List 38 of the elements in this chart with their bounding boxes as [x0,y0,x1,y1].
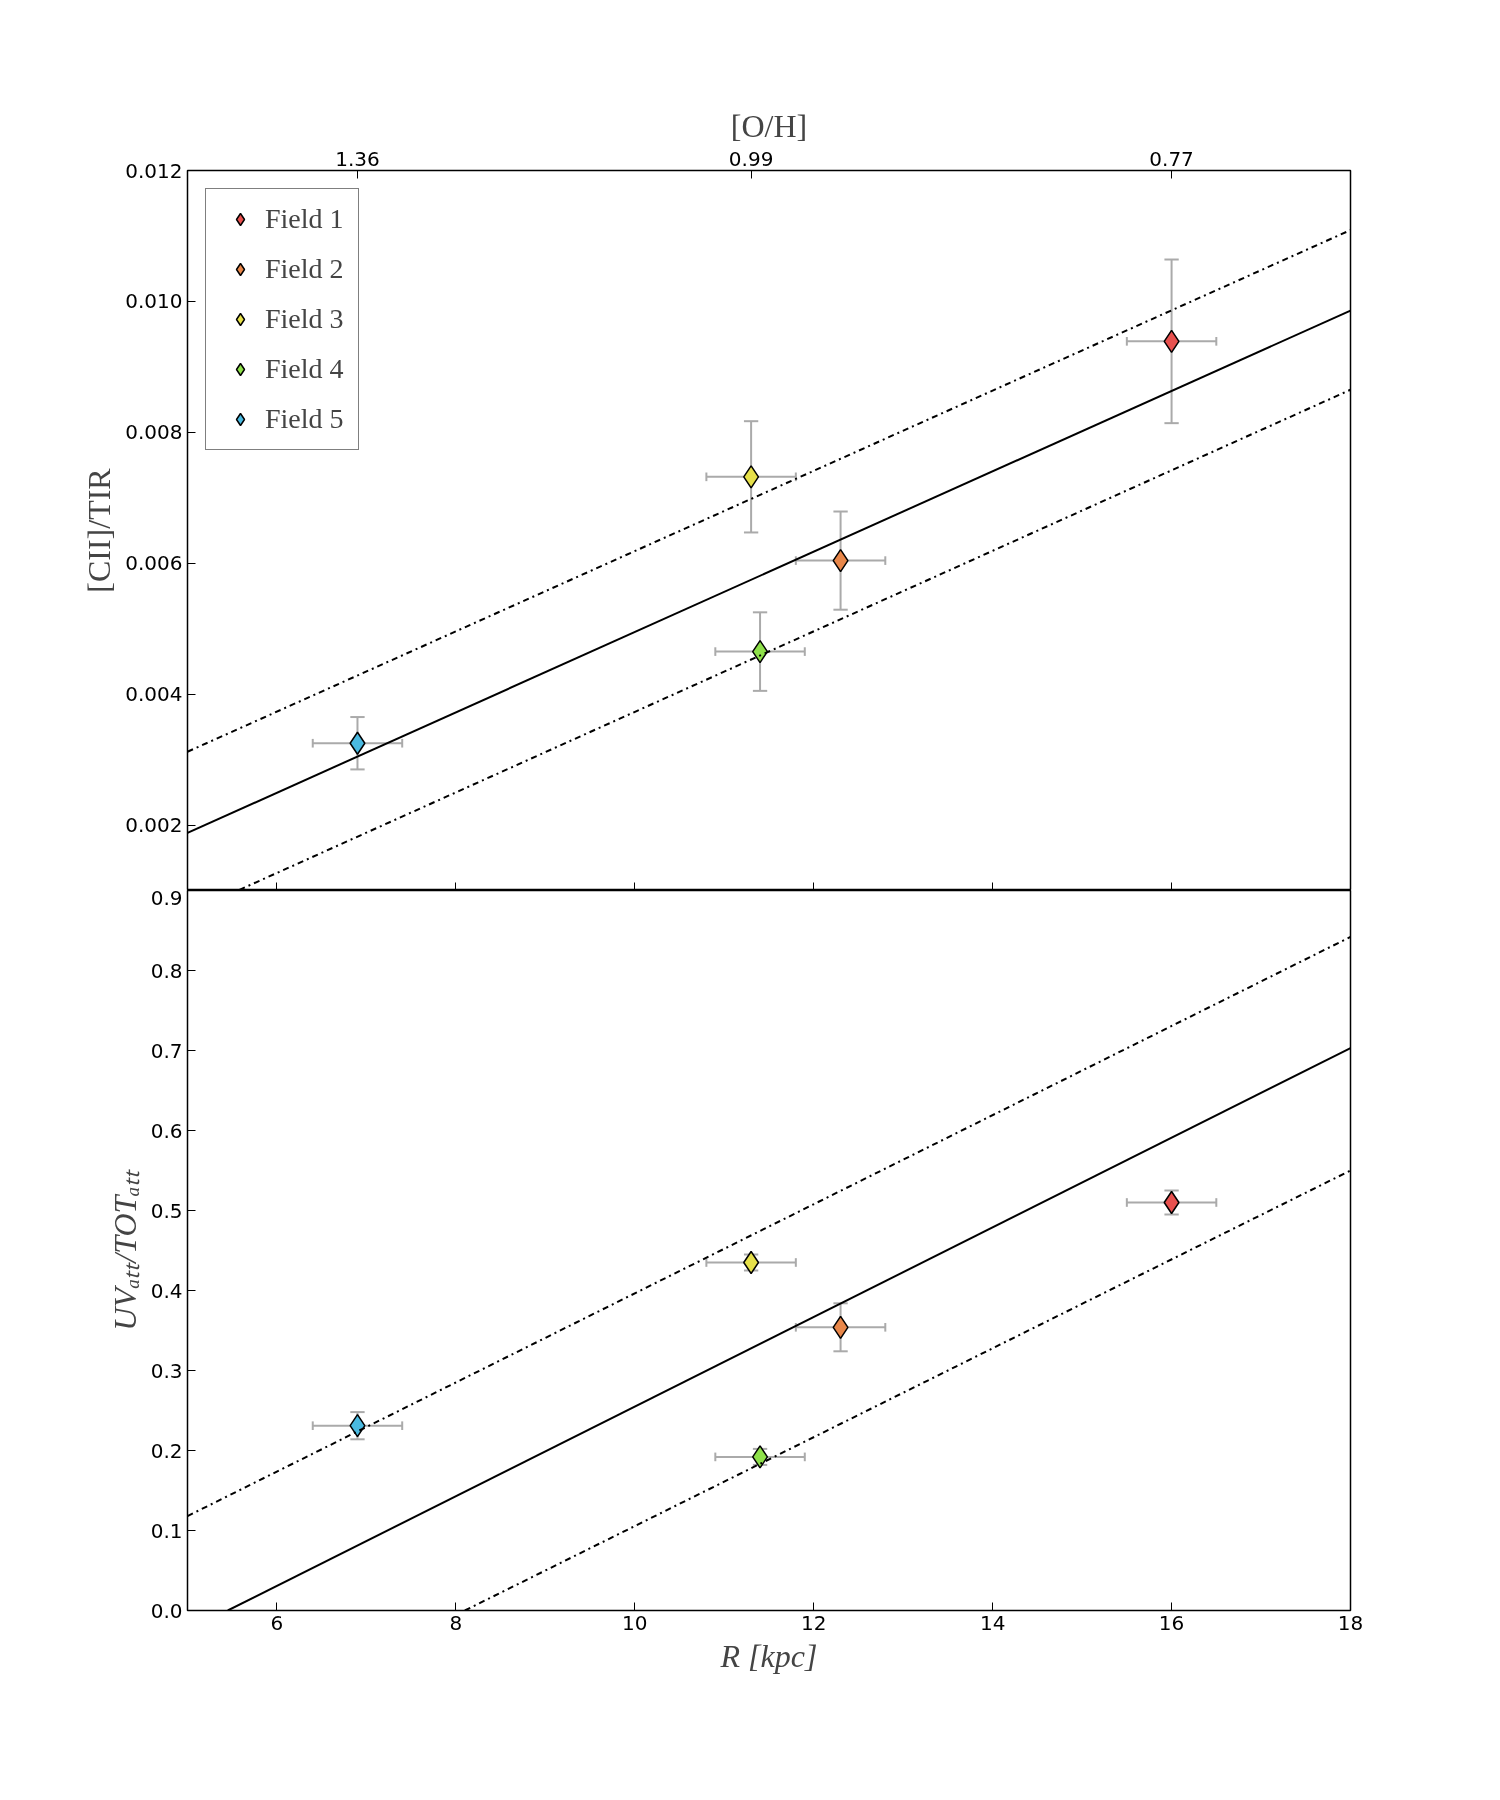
y-tick-label: 0.4 [150,1278,183,1303]
x-tick-label: 16 [1158,1610,1185,1635]
y-tick-label: 0.010 [125,289,183,314]
y-axis-title: [CII]/TIR [81,467,118,593]
y-axis-title: UVₐₜₜ/TOTₐₜₜ [106,1169,143,1331]
y-tick-label: 0.002 [125,813,183,838]
x-tick-label: 6 [270,1610,284,1635]
y-tick-label: 0.7 [150,1038,183,1063]
y-tick-label: 0.2 [150,1438,183,1463]
y-tick-label: 0.012 [125,158,183,183]
y-tick-label: 0.0 [150,1598,183,1623]
x2-axis-title: [O/H] [730,107,808,144]
point [751,639,769,664]
x-tick-label: 14 [979,1610,1006,1635]
point [743,465,760,489]
legend-label: Field 5 [265,403,344,435]
y-tick-label: 0.6 [150,1118,183,1143]
y-tick-label: 0.3 [150,1358,183,1383]
y-tick-label: 0.008 [125,420,183,445]
y-tick-label: 0.006 [125,551,183,576]
point [349,731,366,755]
legend-label: Field 2 [265,253,344,285]
y-tick-label: 0.9 [150,885,183,910]
y-tick-label: 0.5 [150,1198,183,1223]
x-tick-label: 10 [622,1610,648,1635]
x-tick-label: 12 [801,1610,827,1635]
x-tick-label: 18 [1337,1610,1364,1635]
x-tick-label: 8 [449,1610,463,1635]
y-tick-label: 0.1 [150,1518,183,1543]
x-axis-title: R [kpc] [719,1637,818,1674]
legend-label: Field 4 [265,353,344,385]
annotation: 1.36 [335,146,380,171]
annotation: 0.77 [1149,146,1194,171]
y-tick-label: 0.004 [125,682,183,707]
annotation: 0.99 [728,146,774,171]
legend-label: Field 1 [265,203,344,235]
y-tick-label: 0.8 [150,958,183,983]
legend-label: Field 3 [265,303,344,335]
